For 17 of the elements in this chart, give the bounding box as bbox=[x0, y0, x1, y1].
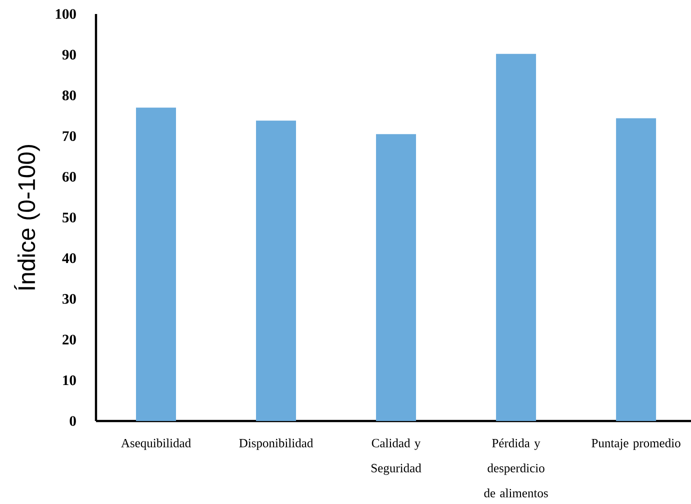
y-tick-label: 60 bbox=[62, 172, 76, 182]
x-tick-label: Asequibilidad bbox=[121, 438, 191, 450]
y-axis-title: Índice (0-100) bbox=[14, 144, 40, 290]
y-tick-label: 50 bbox=[62, 212, 76, 222]
y-tick-label: 80 bbox=[62, 90, 76, 100]
x-tick-label: Pérdida y desperdicio de alimentos bbox=[484, 438, 548, 498]
y-tick-label: 70 bbox=[62, 131, 76, 141]
y-tick-label: 100 bbox=[56, 9, 76, 19]
y-tick-label: 40 bbox=[62, 253, 76, 264]
x-tick-label: Puntaje promedio bbox=[592, 438, 680, 450]
y-tick-label: 30 bbox=[62, 294, 76, 304]
x-tick-label: Calidad y Seguridad bbox=[372, 438, 422, 475]
y-tick-label: 90 bbox=[62, 50, 76, 60]
y-tick-label: 10 bbox=[63, 375, 76, 386]
y-tick-label: 20 bbox=[62, 334, 76, 344]
y-tick-label: 0 bbox=[70, 416, 76, 426]
x-tick-label: Disponibilidad bbox=[239, 438, 314, 450]
